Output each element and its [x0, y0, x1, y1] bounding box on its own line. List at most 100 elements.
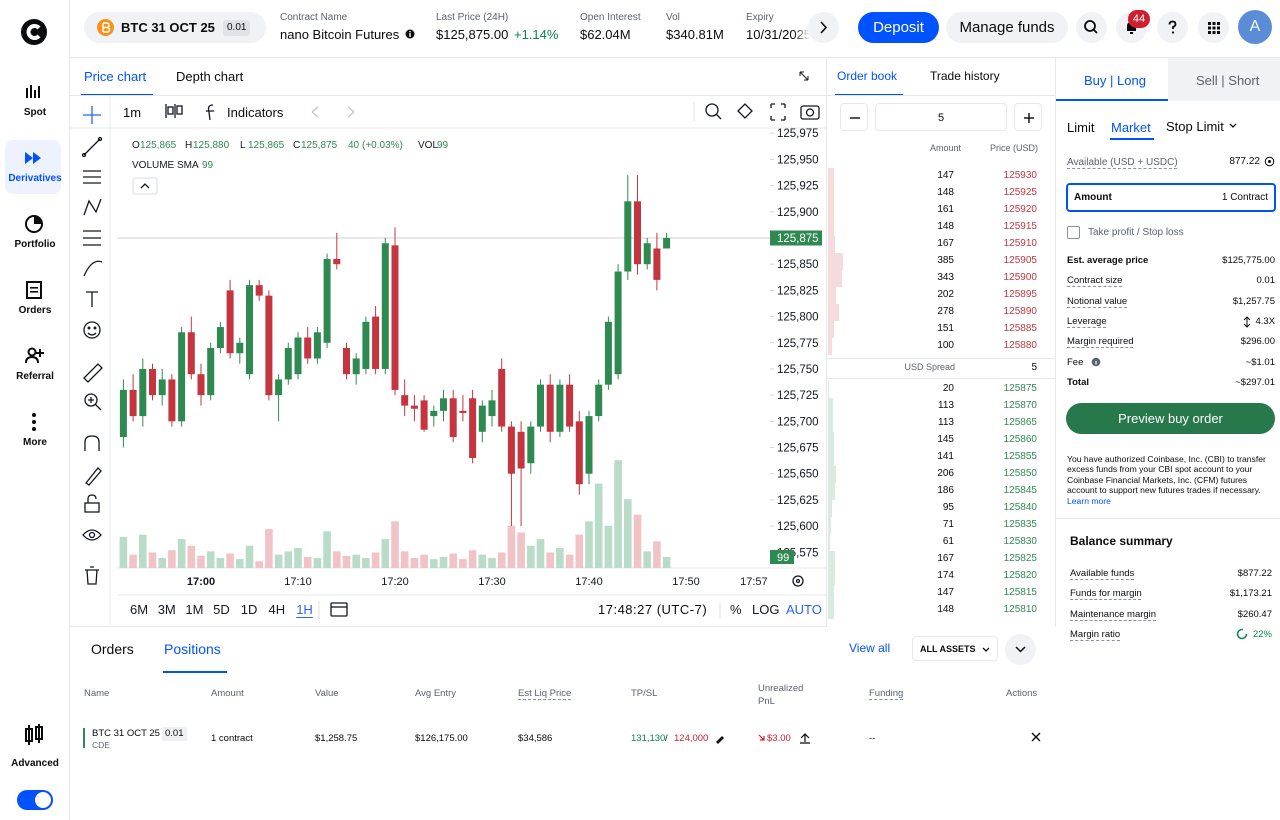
timeframe[interactable]: 6M	[130, 602, 149, 617]
nav-active-bg	[5, 140, 61, 194]
tab-active[interactable]: Price chart	[84, 69, 147, 84]
order-price[interactable]: 125820	[1003, 570, 1037, 581]
manage-funds-button[interactable]: Manage funds	[946, 12, 1068, 43]
position-amount: 1 contract	[211, 733, 253, 744]
order-type[interactable]: Stop Limit	[1166, 119, 1224, 134]
column-header: TP/SL	[631, 688, 658, 699]
nav-icon[interactable]	[23, 412, 45, 432]
search-button[interactable]	[1076, 12, 1107, 43]
order-price[interactable]: 125900	[1003, 272, 1037, 283]
order-price[interactable]: 125885	[1003, 323, 1037, 334]
order-price[interactable]: 125870	[1003, 400, 1037, 411]
order-price[interactable]: 125810	[1003, 604, 1037, 615]
order-price[interactable]: 125915	[1003, 221, 1037, 232]
tab[interactable]: Trade history	[930, 69, 1000, 83]
info-icon[interactable]	[1091, 357, 1101, 367]
deposit-button[interactable]: Deposit	[858, 12, 939, 43]
order-amount: 148	[937, 604, 954, 615]
sell-tab[interactable]: Sell | Short	[1168, 58, 1280, 101]
timeframe[interactable]: 1D	[240, 602, 258, 617]
tab-active[interactable]: Order book	[837, 69, 898, 83]
avatar[interactable]: A	[1238, 10, 1272, 44]
nav-label[interactable]: Orders	[18, 305, 52, 316]
order-book: Order book Trade history 5 Amount Price …	[827, 58, 1056, 627]
interval[interactable]: 1m	[123, 105, 142, 120]
order-price[interactable]: 125825	[1003, 553, 1037, 564]
nav-icon[interactable]	[23, 82, 45, 102]
nav-icon[interactable]	[23, 346, 45, 366]
depth-bar	[828, 270, 842, 287]
spread-label: USD Spread	[904, 362, 955, 372]
order-price[interactable]: 125845	[1003, 485, 1037, 496]
order-price[interactable]: 125895	[1003, 289, 1037, 300]
indicators[interactable]: Indicators	[227, 105, 284, 120]
order-price[interactable]: 125930	[1003, 170, 1037, 181]
scale-option[interactable]: AUTO	[786, 602, 822, 617]
order-price[interactable]: 125905	[1003, 255, 1037, 266]
buy-tab[interactable]: Buy | Long	[1056, 58, 1168, 101]
divider	[1056, 518, 1280, 519]
nav-icon[interactable]	[23, 214, 45, 234]
order-price[interactable]: 125890	[1003, 306, 1037, 317]
step-increase[interactable]	[1014, 103, 1042, 131]
tab[interactable]: Depth chart	[176, 69, 244, 84]
nav-label[interactable]: More	[23, 437, 47, 448]
apps-button[interactable]	[1198, 12, 1229, 43]
nav-label[interactable]: Derivatives	[8, 173, 62, 184]
tpsl-checkbox[interactable]	[1067, 226, 1080, 239]
order-price[interactable]: 125925	[1003, 187, 1037, 198]
collapse-button[interactable]	[1005, 634, 1036, 665]
depth-bar	[828, 517, 831, 534]
amount-input[interactable]: Amount 1 Contract	[1066, 183, 1276, 212]
preview-buy-button[interactable]: Preview buy order	[1066, 403, 1275, 434]
tab[interactable]: Orders	[91, 641, 134, 657]
nav-label[interactable]: Portfolio	[14, 239, 56, 250]
help-button[interactable]	[1157, 12, 1188, 43]
scale-option[interactable]: LOG	[752, 602, 780, 617]
order-price[interactable]: 125920	[1003, 204, 1037, 215]
timeframe[interactable]: 5D	[213, 602, 230, 617]
step-value[interactable]: 5	[875, 103, 1007, 131]
scale-option[interactable]: %	[730, 602, 742, 617]
logo[interactable]	[20, 18, 48, 46]
order-price[interactable]: 125860	[1003, 434, 1037, 445]
order-price[interactable]: 125840	[1003, 502, 1037, 513]
learn-more-link[interactable]: Learn more	[1067, 495, 1111, 506]
timeframe[interactable]: 1H	[296, 602, 313, 617]
order-price[interactable]: 125875	[1003, 383, 1037, 394]
disclaimer-text: You have authorized Coinbase, Inc. (CBI)…	[1067, 454, 1266, 496]
chart-panel: Price chart Depth chart 1m Indicators	[70, 58, 827, 627]
order-price[interactable]: 125815	[1003, 587, 1037, 598]
timeframe[interactable]: 1M	[185, 602, 204, 617]
nav-icon[interactable]	[23, 148, 45, 168]
step-decrease[interactable]	[840, 103, 868, 131]
tab-active[interactable]: Positions	[164, 641, 221, 657]
info-icon[interactable]	[1264, 156, 1275, 167]
summary-value: $125,775.00	[1222, 255, 1275, 266]
order-type[interactable]: Limit	[1067, 120, 1095, 135]
nav-label[interactable]: Referral	[16, 371, 54, 382]
nav-icon[interactable]	[23, 280, 45, 300]
order-price[interactable]: 125830	[1003, 536, 1037, 547]
symbol-selector[interactable]: BTC 31 OCT 25 0.01	[84, 12, 266, 43]
order-type-active[interactable]: Market	[1111, 120, 1151, 135]
advanced-toggle[interactable]	[17, 790, 53, 810]
order-amount: 202	[937, 289, 954, 300]
scroll-right[interactable]	[808, 12, 839, 43]
view-all[interactable]: View all	[849, 641, 891, 655]
info-icon[interactable]	[405, 29, 415, 39]
order-price[interactable]: 125835	[1003, 519, 1037, 530]
column-header: Price (USD)	[989, 143, 1038, 153]
order-price[interactable]: 125910	[1003, 238, 1037, 249]
stat-value: nano Bitcoin Futures	[280, 27, 400, 42]
depth-bar	[828, 415, 833, 432]
timeframe[interactable]: 3M	[157, 602, 176, 617]
order-price[interactable]: 125865	[1003, 417, 1037, 428]
order-price[interactable]: 125850	[1003, 468, 1037, 479]
leverage-icon[interactable]	[1243, 316, 1251, 328]
asset-filter[interactable]: ALL ASSETS	[912, 636, 998, 661]
timeframe[interactable]: 4H	[268, 602, 286, 617]
order-price[interactable]: 125855	[1003, 451, 1037, 462]
nav-label[interactable]: Spot	[23, 107, 47, 118]
order-price[interactable]: 125880	[1003, 340, 1037, 351]
